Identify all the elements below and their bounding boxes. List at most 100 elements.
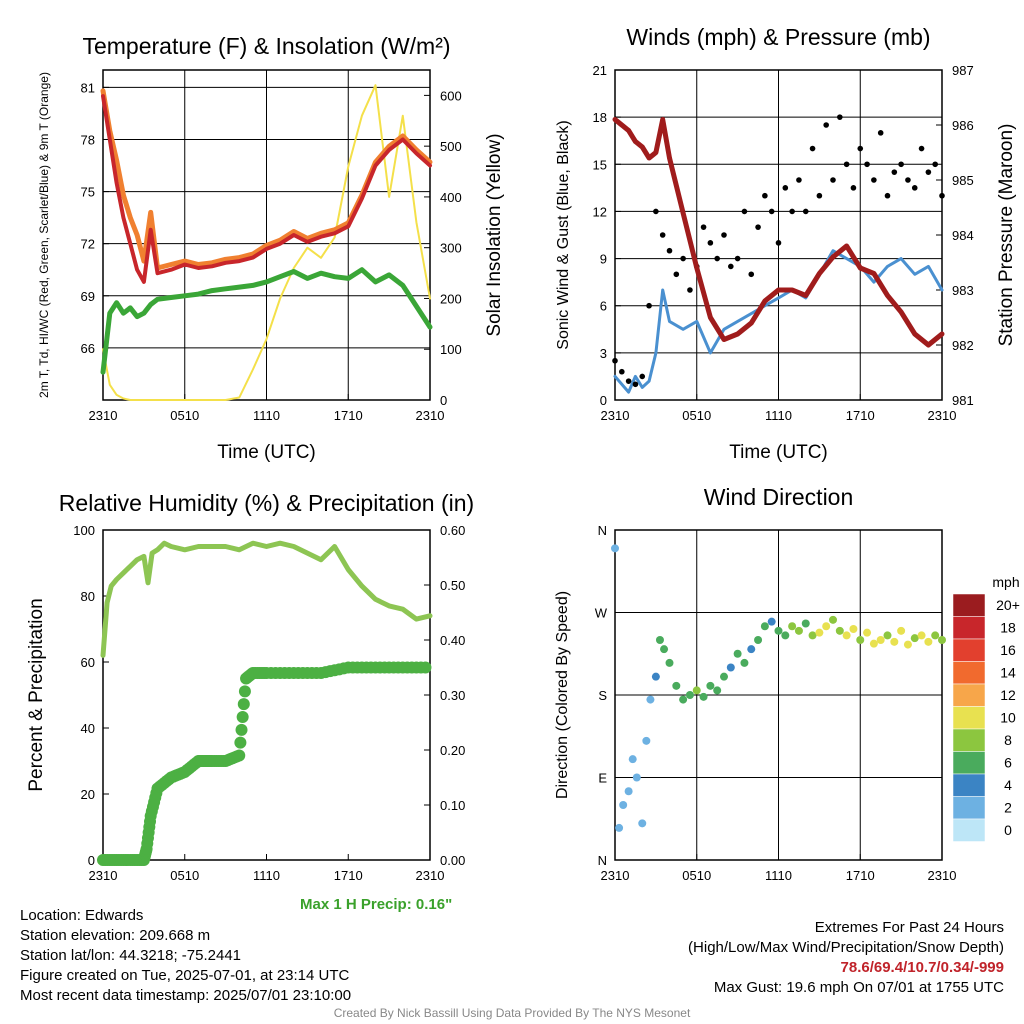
gust-point: [830, 177, 836, 183]
gust-point: [625, 378, 632, 384]
y-tick-label: 100: [73, 523, 95, 538]
colorbar-label: 10: [1000, 710, 1016, 726]
x-tick-label: 1110: [253, 408, 280, 423]
y-tick-label: 0: [600, 393, 607, 408]
station-info: Location: Edwards Station elevation: 209…: [20, 906, 351, 1006]
gust-point: [932, 161, 938, 168]
y-axis-label-humidity: Percent & Precipitation: [26, 598, 47, 791]
y-tick-label: 18: [593, 110, 607, 125]
precip-point: [236, 711, 249, 723]
direction-point: [801, 619, 810, 628]
pressure-line: [612, 117, 945, 348]
gust-point: [796, 177, 802, 183]
chart-title-winds: Winds (mph) & Pressure (mb): [626, 24, 930, 50]
x-tick-label: 1110: [253, 868, 280, 883]
y-tick-label: 21: [593, 63, 607, 78]
colorbar-swatch: [952, 661, 986, 685]
direction-point: [856, 636, 865, 644]
y-tick-label: 75: [81, 185, 95, 200]
y2-tick-label: 0.60: [440, 523, 465, 538]
y-tick-label: 0: [88, 853, 95, 868]
x-tick-label: 0510: [170, 868, 199, 883]
x-axis-label-temperature: Time (UTC): [217, 442, 316, 463]
x-tick-label: 0510: [682, 868, 711, 883]
chart-title-humidity: Relative Humidity (%) & Precipitation (i…: [59, 490, 474, 516]
y2-tick-label: 0.20: [440, 743, 465, 758]
direction-point: [699, 692, 708, 701]
x-tick-label: 0510: [170, 408, 199, 423]
colorbar-swatch: [952, 751, 986, 775]
direction-point: [794, 626, 803, 635]
colorbar-swatch: [952, 616, 986, 640]
y-tick-label: N: [598, 523, 607, 538]
gust-point: [809, 145, 816, 152]
plot-frame: [102, 69, 431, 401]
direction-point: [679, 695, 688, 704]
colorbar-swatch: [952, 638, 986, 662]
y-tick-label: W: [595, 606, 608, 621]
y2-tick-label: 981: [952, 393, 974, 408]
gust-point: [925, 169, 932, 175]
x-tick-label: 1710: [334, 408, 363, 423]
y-tick-label: 6: [600, 299, 607, 314]
extremes-title: Extremes For Past 24 Hours: [814, 919, 1004, 936]
direction-point: [781, 631, 790, 640]
gust-point: [898, 161, 904, 168]
insolation-line: [102, 84, 431, 401]
y2-tick-label: 0.00: [440, 853, 465, 868]
y2-axis-label-insolation: Solar Insolation (Yellow): [484, 133, 505, 336]
y2-tick-label: 0.30: [440, 688, 465, 703]
direction-point: [774, 626, 783, 635]
elevation-text: Station elevation: 209.668 m: [20, 927, 211, 944]
gust-point: [659, 232, 666, 238]
y-tick-label: 15: [593, 157, 607, 172]
colorbar-label: 0: [1004, 822, 1012, 838]
precip-point: [419, 661, 432, 674]
gust-point: [741, 208, 748, 215]
x-tick-label: 2310: [928, 408, 957, 423]
y-tick-label: 3: [600, 346, 607, 361]
y-axis-label-direction: Direction (Colored By Speed): [554, 591, 571, 799]
dewpoint-line: [100, 267, 433, 375]
x-tick-label: 2310: [928, 868, 957, 883]
gust-point: [782, 185, 789, 191]
x-tick-label: 2310: [416, 408, 445, 423]
y2-tick-label: 500: [440, 139, 462, 154]
colorbar-swatch: [952, 818, 986, 842]
direction-point: [685, 691, 694, 699]
direction-point: [754, 636, 763, 644]
direction-point: [890, 637, 899, 646]
y2-tick-label: 986: [952, 118, 974, 133]
colorbar-label: 4: [1004, 777, 1012, 793]
y-tick-label: 12: [593, 204, 607, 219]
x-tick-label: 2310: [416, 868, 445, 883]
direction-point: [760, 622, 769, 631]
direction-point: [720, 672, 728, 681]
direction-point: [692, 686, 701, 695]
x-tick-label: 0510: [682, 408, 711, 423]
colorbar-label: 12: [1000, 687, 1016, 703]
y2-tick-label: 0: [440, 393, 447, 408]
y2-tick-label: 400: [440, 190, 462, 205]
y-tick-label: 66: [81, 341, 95, 356]
x-tick-label: 1110: [765, 868, 792, 883]
gust-point: [768, 208, 775, 215]
gust-point: [653, 208, 659, 215]
gust-point: [687, 287, 693, 293]
max-gust-text: Max Gust: 19.6 mph On 07/01 at 1755 UTC: [713, 979, 1004, 996]
y-axis-label-winds: Sonic Wind & Gust (Blue, Black): [555, 120, 572, 349]
x-tick-label: 2310: [601, 868, 630, 883]
y2-tick-label: 100: [440, 342, 462, 357]
gust-point: [802, 208, 809, 215]
direction-point: [733, 649, 742, 658]
colorbar-label: 8: [1004, 732, 1012, 748]
created-text: Figure created on Tue, 2025-07-01, at 23…: [20, 967, 350, 984]
colorbar-label: 16: [1000, 642, 1016, 658]
direction-point: [917, 631, 926, 640]
y2-tick-label: 984: [952, 228, 974, 243]
direction-point: [849, 625, 858, 633]
gust-point: [877, 130, 884, 136]
direction-point: [611, 544, 619, 553]
gust-point: [939, 192, 945, 199]
